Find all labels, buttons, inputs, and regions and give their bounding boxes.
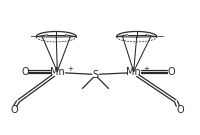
Text: +: + <box>142 66 148 72</box>
Text: +: + <box>66 66 72 72</box>
Text: Mn: Mn <box>126 67 140 77</box>
Text: O: O <box>175 105 183 115</box>
Text: Mn: Mn <box>50 67 64 77</box>
Text: O: O <box>21 67 29 77</box>
Text: S: S <box>92 70 98 80</box>
Text: O: O <box>166 67 174 77</box>
Text: O: O <box>10 105 18 115</box>
Text: −: − <box>155 31 163 40</box>
Text: −: − <box>29 31 37 40</box>
